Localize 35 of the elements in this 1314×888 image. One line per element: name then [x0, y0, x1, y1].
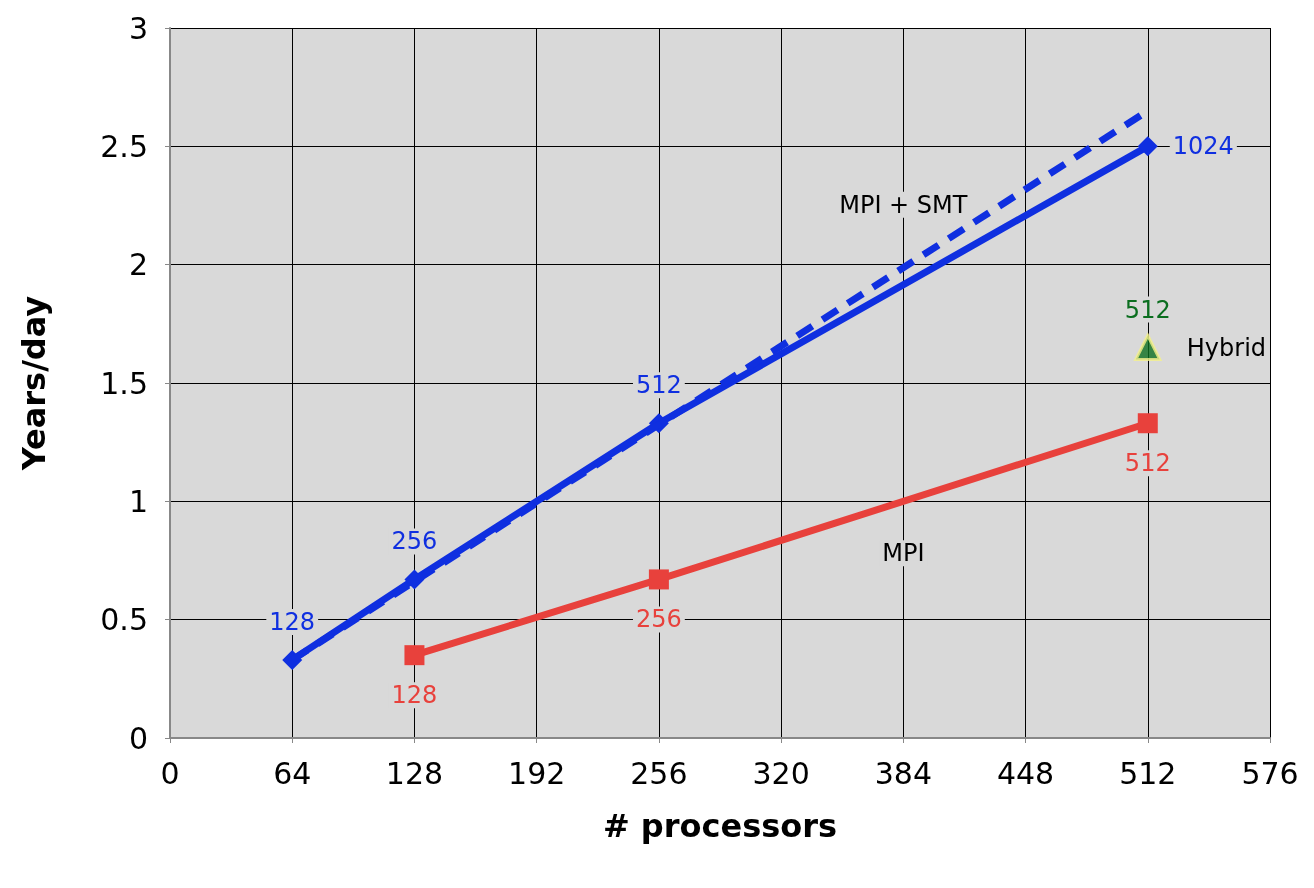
point	[1134, 334, 1162, 361]
y-tick-label: 0	[128, 720, 148, 756]
x-tick-label: 512	[1119, 755, 1177, 791]
x-tick-label: 256	[630, 755, 688, 791]
annotation: 128	[269, 607, 316, 636]
annotation: 128	[391, 681, 438, 710]
x-tick-label: 192	[508, 755, 566, 791]
point	[648, 569, 669, 590]
annotation: 1024	[1172, 132, 1234, 161]
x-tick-label: 320	[752, 755, 810, 791]
annotation: 256	[635, 605, 682, 634]
x-tick-label: 128	[385, 755, 444, 791]
point	[404, 645, 425, 666]
annotation: 512	[635, 371, 682, 400]
y-tick-label: 1	[128, 483, 148, 519]
y-tick-label: 0.5	[100, 602, 148, 638]
annotation: 512	[1124, 449, 1171, 478]
point	[1137, 413, 1158, 434]
y-axis-title: Years/day	[15, 295, 53, 472]
point	[1137, 136, 1158, 157]
x-tick-label: 576	[1241, 755, 1299, 791]
x-axis-title: # processors	[602, 807, 838, 845]
series-label: MPI + SMT	[839, 190, 968, 219]
y-tick-label: 3	[128, 10, 148, 46]
y-tick-label: 2.5	[100, 128, 148, 164]
y-tick-label: 1.5	[100, 365, 148, 401]
series-label: Hybrid	[1186, 333, 1267, 362]
x-tick-label: 384	[874, 755, 932, 791]
annotation: 256	[391, 527, 438, 556]
x-tick-label: 448	[996, 755, 1055, 791]
y-tick-label: 2	[128, 247, 148, 283]
x-tick-label: 64	[273, 755, 312, 791]
series-label: MPI	[882, 539, 925, 568]
annotation: 512	[1124, 295, 1171, 324]
x-tick-label: 0	[160, 755, 180, 791]
